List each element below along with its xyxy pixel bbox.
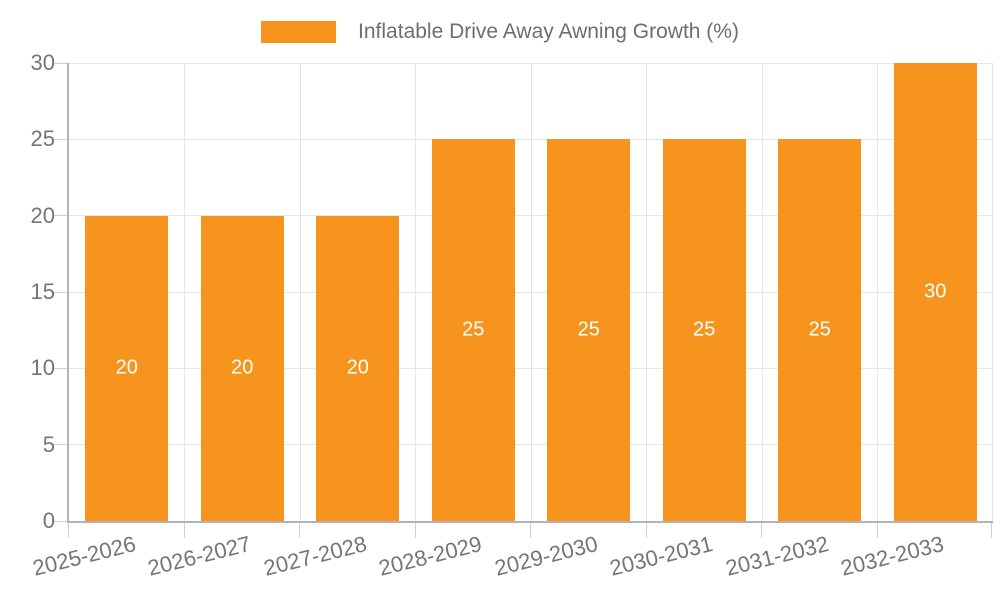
x-axis-tick-label: 2030-2031	[607, 531, 716, 581]
bar-value-label: 30	[924, 280, 947, 303]
y-axis-tick-label: 15	[30, 279, 55, 304]
x-axis-tick-label: 2032-2033	[838, 531, 947, 581]
bar-value-label: 20	[115, 356, 138, 379]
grid-line-vertical	[415, 63, 416, 521]
grid-line-vertical	[991, 63, 993, 521]
x-axis-tick-label: 2029-2030	[491, 531, 600, 581]
y-axis-tick	[53, 520, 67, 522]
bar-value-label: 25	[462, 318, 485, 341]
bar: 20	[85, 215, 169, 521]
bar: 20	[200, 215, 284, 521]
bar-value-label: 25	[693, 318, 716, 341]
y-axis-tick	[53, 215, 67, 217]
grid-line-vertical	[530, 63, 532, 521]
bar-value-label: 20	[346, 356, 369, 379]
y-axis-tick-label: 25	[30, 126, 55, 152]
bar-value-label: 20	[231, 356, 254, 379]
bar: 25	[662, 139, 746, 521]
grid-line-vertical	[646, 63, 647, 521]
x-axis-tick	[68, 523, 69, 538]
y-axis-tick-label: 20	[30, 202, 55, 228]
x-axis-tick-label: 2031-2032	[722, 531, 831, 581]
bar: 30	[893, 63, 977, 521]
x-axis-tick	[183, 523, 185, 538]
bar: 20	[316, 215, 400, 521]
x-axis-tick-label: 2027-2028	[260, 531, 369, 581]
bar-value-label: 25	[808, 318, 831, 341]
grid-line-vertical	[761, 63, 763, 521]
x-axis-tick-label: 2028-2029	[376, 531, 485, 581]
y-axis-tick-label: 5	[42, 431, 55, 457]
x-axis-tick	[645, 523, 647, 538]
x-axis-tick	[530, 523, 531, 538]
y-axis-tick	[53, 367, 67, 369]
x-axis-tick	[876, 523, 878, 538]
x-axis-tick-label: 2026-2027	[145, 531, 254, 581]
bar-value-label: 25	[577, 318, 600, 341]
grid-line-vertical	[184, 63, 185, 521]
y-axis-tick	[53, 62, 67, 64]
bar: 25	[431, 139, 515, 521]
grid-line-vertical	[877, 63, 878, 521]
y-axis-tick-label: 10	[30, 355, 55, 381]
x-axis-tick	[761, 523, 762, 538]
legend: Inflatable Drive Away Awning Growth (%)	[0, 20, 1000, 44]
bar: 25	[547, 139, 631, 521]
x-axis-tick	[299, 523, 300, 538]
y-axis-tick	[53, 138, 67, 140]
grid-line-vertical	[299, 63, 301, 521]
y-axis-tick	[53, 444, 67, 446]
y-axis-tick-label: 0	[42, 508, 55, 533]
x-axis-tick-label: 2025-2026	[29, 531, 138, 581]
x-axis-tick	[414, 523, 416, 538]
legend-label: Inflatable Drive Away Awning Growth (%)	[358, 20, 739, 43]
y-axis-tick	[53, 291, 67, 293]
x-axis-tick	[991, 523, 992, 538]
legend-swatch-icon	[261, 21, 337, 43]
bar: 25	[778, 139, 862, 521]
plot-area: 0 5 10 15 20 25 30 20 2025-2026 20 2026-2027 20 2027…	[30, 50, 993, 581]
y-axis-tick-label: 30	[30, 50, 55, 75]
